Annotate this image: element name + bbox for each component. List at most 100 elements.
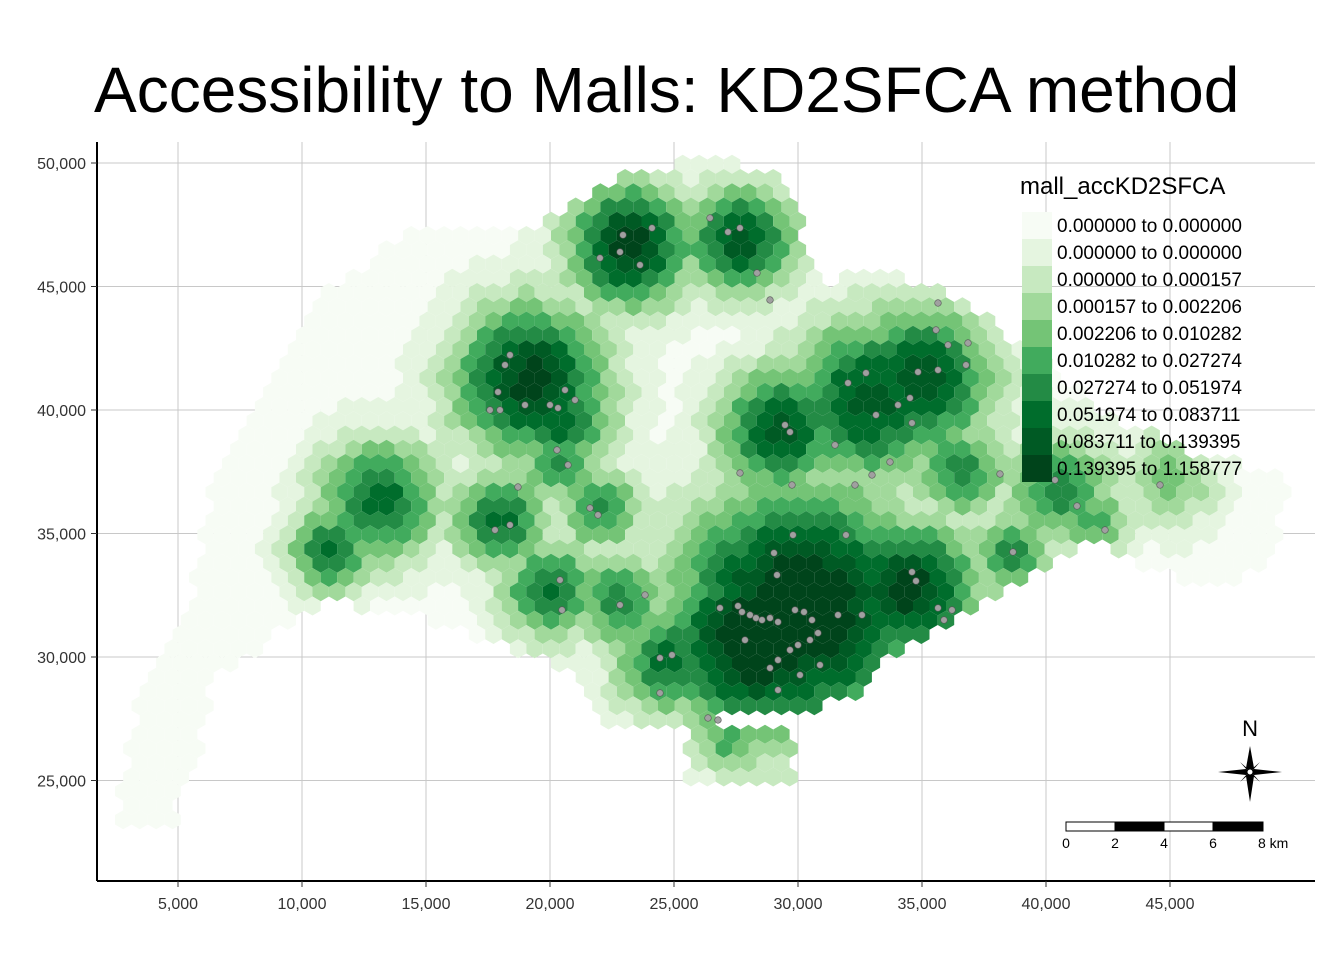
hex-cell (180, 639, 198, 659)
hex-cell (740, 382, 757, 402)
hex-cell (575, 297, 593, 317)
hex-cell (946, 511, 963, 530)
hex-cell (180, 667, 198, 687)
hex-cell (781, 625, 798, 644)
mall-point (594, 511, 602, 519)
hex-cell (518, 368, 535, 388)
hex-cell (386, 311, 403, 331)
hex-cell (830, 596, 848, 616)
hex-cell (386, 511, 403, 530)
hex-cell (263, 610, 280, 630)
hex-cell (542, 610, 560, 630)
hex-cell (921, 525, 938, 545)
hex-cell (863, 625, 881, 644)
hex-cell (559, 525, 576, 545)
hex-cell (575, 496, 593, 516)
hex-cell (279, 610, 296, 630)
hex-cell (403, 226, 420, 245)
hex-cell (690, 724, 708, 744)
hex-cell (649, 710, 667, 730)
hex-cell (361, 354, 379, 374)
hex-cell (789, 582, 807, 602)
hex-cell (978, 340, 996, 359)
hex-cell (1250, 553, 1267, 573)
hex-cell (978, 311, 996, 331)
hex-cell (658, 496, 675, 516)
mall-point (501, 361, 509, 369)
hex-cell (1176, 454, 1193, 473)
hex-cell (995, 539, 1012, 559)
hex-cell (1176, 511, 1193, 530)
hex-cell (345, 325, 362, 345)
hex-cell (403, 454, 420, 473)
hex-cell (633, 482, 650, 502)
hex-cell (353, 568, 370, 587)
hex-cell (501, 397, 519, 416)
hex-cell (649, 169, 667, 188)
hex-cell (740, 525, 757, 545)
hex-cell (814, 397, 831, 416)
hex-cell (328, 553, 346, 573)
hex-cell (567, 368, 584, 388)
hex-cell (699, 596, 716, 616)
hex-cell (707, 724, 724, 744)
hex-cell (830, 511, 848, 530)
hex-cell (435, 226, 453, 245)
hex-cell (526, 553, 543, 573)
hex-cell (682, 539, 700, 559)
hex-cell (814, 340, 831, 359)
hex-cell (699, 568, 716, 587)
hex-cell (765, 197, 782, 217)
hex-cell (460, 411, 477, 431)
hex-cell (328, 297, 346, 317)
hex-cell (723, 211, 741, 231)
hex-cell (773, 667, 790, 687)
hex-cell (271, 454, 288, 473)
hex-cell (674, 582, 691, 602)
hex-cell (534, 596, 551, 616)
hex-cell (732, 653, 749, 673)
hex-cell (444, 411, 461, 431)
mall-point (766, 614, 774, 622)
hex-cell (526, 610, 543, 630)
hex-cell (328, 354, 346, 374)
hex-cell (970, 582, 988, 602)
hex-cell (509, 297, 527, 317)
hex-cell (1184, 525, 1201, 545)
mall-point (791, 606, 799, 614)
hex-cell (526, 582, 543, 602)
hex-cell (304, 311, 321, 331)
hex-cell (493, 411, 510, 431)
hex-cell (888, 354, 905, 374)
hex-cell (378, 354, 395, 374)
hex-cell (649, 197, 667, 217)
mall-point (724, 228, 732, 236)
hex-cell (896, 454, 913, 473)
hex-cell (1201, 468, 1218, 488)
hex-cell (806, 582, 823, 602)
hex-cell (674, 468, 691, 488)
hex-cell (312, 525, 329, 545)
hex-cell (509, 325, 527, 345)
hex-cell (263, 496, 280, 516)
mall-point (619, 231, 627, 239)
hex-cell (896, 482, 913, 502)
hex-cell (682, 482, 700, 502)
hex-cell (625, 553, 642, 573)
hex-cell (411, 582, 428, 602)
hex-cell (238, 568, 255, 587)
hex-cell (608, 325, 626, 345)
hex-cell (1168, 553, 1185, 573)
hex-cell (205, 625, 222, 644)
hex-cell (411, 525, 428, 545)
hex-cell (839, 582, 856, 602)
hex-cell (584, 254, 601, 274)
hex-cell (131, 724, 148, 744)
hex-cell (863, 539, 881, 559)
hex-cell (279, 411, 296, 431)
hex-cell (682, 710, 700, 730)
hex-cell (1102, 439, 1119, 459)
hex-cell (773, 696, 790, 716)
hex-cell (773, 582, 790, 602)
